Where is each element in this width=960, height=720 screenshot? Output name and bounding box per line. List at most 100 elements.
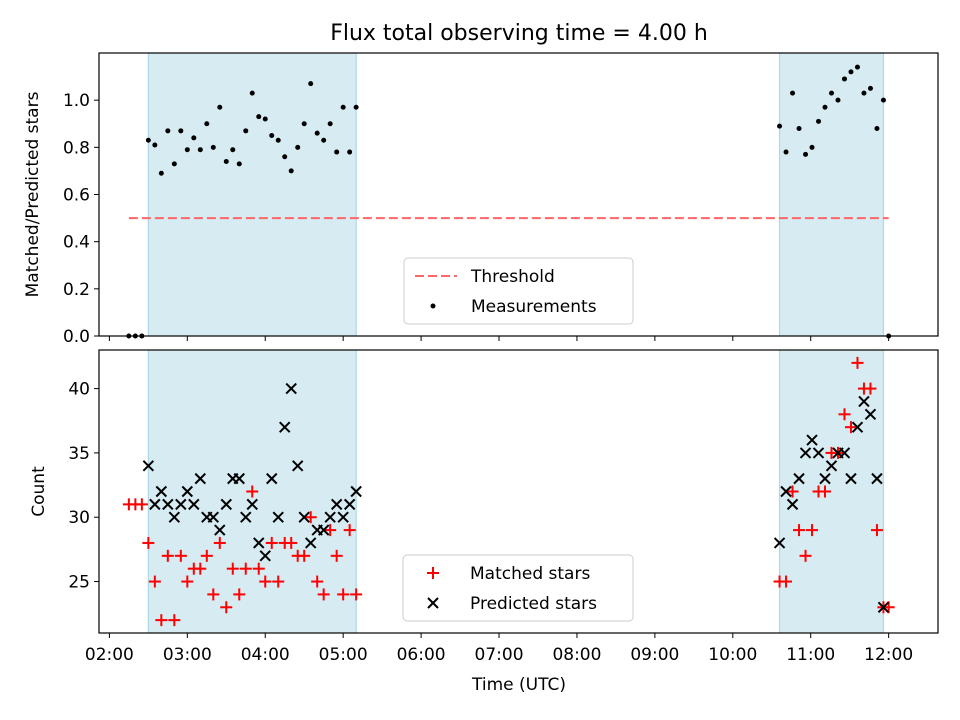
measurement-point	[347, 149, 353, 155]
measurement-point	[184, 147, 190, 153]
measurement-point	[197, 147, 203, 153]
predicted-star-point	[793, 472, 805, 485]
measurement-point	[861, 90, 867, 96]
measurement-point	[314, 130, 320, 136]
matched-star-point	[324, 524, 337, 537]
measurement-point	[809, 144, 815, 150]
predicted-star-point	[259, 550, 271, 562]
measurement-point	[249, 90, 255, 96]
matched-star-point	[864, 382, 877, 395]
legend-matched-label: Matched stars	[470, 564, 590, 584]
x-tick-label: 02:00	[85, 645, 134, 665]
matched-star-point	[226, 562, 239, 575]
predicted-star-point	[877, 601, 890, 613]
matched-star-point	[200, 549, 213, 562]
measurement-point	[340, 104, 346, 110]
matched-star-point	[806, 524, 819, 537]
matched-star-point	[168, 614, 181, 627]
matched-star-point	[148, 575, 161, 588]
measurement-point	[223, 158, 229, 164]
predicted-star-point	[246, 498, 258, 511]
top-shaded-bands	[147, 53, 885, 336]
matched-star-point	[207, 588, 220, 601]
matched-star-point	[851, 356, 864, 369]
legend-matched-swatch	[427, 567, 439, 579]
x-tick-label: 06:00	[397, 645, 446, 665]
predicted-star-point	[343, 498, 356, 511]
predicted-star-point	[142, 460, 155, 472]
matched-star-point	[272, 575, 285, 588]
bottom-ylabel: Count	[29, 466, 49, 517]
predicted-star-point	[786, 498, 799, 511]
matched-star-point	[174, 549, 187, 562]
predicted-star-point	[266, 472, 278, 485]
x-tick-label: 08:00	[552, 645, 601, 665]
matched-star-point	[285, 536, 298, 549]
matched-star-point	[330, 549, 343, 562]
measurement-point	[152, 142, 158, 148]
measurement-point	[783, 149, 789, 155]
matched-star-point	[870, 524, 883, 537]
measurement-point	[334, 149, 340, 155]
matched-star-point	[838, 408, 851, 421]
measurement-point	[171, 161, 177, 167]
measurement-point	[256, 114, 262, 120]
x-axis-label: Time (UTC)	[471, 675, 566, 695]
predicted-star-point	[207, 511, 219, 523]
y-tick-label: 40	[68, 380, 90, 400]
predicted-star-point	[149, 498, 161, 511]
predicted-star-point	[825, 460, 838, 472]
measurement-point	[816, 118, 822, 124]
x-tick-label: 04:00	[241, 645, 290, 665]
measurement-point	[841, 76, 847, 82]
measurement-point	[288, 168, 294, 174]
measurement-point	[282, 154, 288, 160]
predicted-star-point	[181, 485, 194, 498]
predicted-star-point	[220, 498, 232, 511]
predicted-stars-points	[142, 382, 890, 613]
bottom-y-ticks: 25 30 35 40	[68, 380, 99, 593]
bottom-x-ticks: 02:00 03:00 04:00 05:00 06:00 07:00 08:00 09:00…	[85, 633, 913, 665]
measurement-point	[880, 97, 886, 103]
predicted-star-point	[253, 537, 265, 549]
measurement-point	[158, 170, 164, 176]
matched-star-point	[317, 588, 330, 601]
legend-predicted-swatch	[427, 597, 439, 609]
predicted-star-point	[272, 511, 284, 523]
measurement-point	[796, 125, 802, 131]
matched-star-point	[161, 549, 174, 562]
predicted-star-point	[845, 472, 857, 485]
predicted-star-point	[337, 511, 349, 523]
matched-star-point	[793, 524, 806, 537]
legend-measurements-swatch	[430, 303, 436, 309]
measurement-point	[210, 144, 216, 150]
measurement-point	[217, 104, 223, 110]
predicted-star-point	[304, 537, 317, 549]
x-tick-label: 09:00	[630, 645, 679, 665]
y-tick-label: 0.8	[63, 138, 90, 158]
matched-star-point	[142, 536, 155, 549]
predicted-star-point	[162, 498, 174, 511]
y-tick-label: 25	[68, 573, 90, 593]
y-tick-label: 30	[68, 508, 90, 528]
predicted-star-point	[812, 447, 825, 459]
measurement-points	[126, 64, 892, 339]
measurement-point	[236, 161, 242, 167]
measurement-point	[275, 137, 281, 143]
bottom-legend-box	[402, 554, 634, 622]
matched-star-point	[343, 524, 356, 537]
measurement-point	[353, 104, 359, 110]
measurement-point	[803, 151, 809, 157]
y-tick-label: 0.2	[63, 280, 90, 300]
matched-star-point	[819, 485, 832, 498]
matched-star-point	[786, 485, 799, 498]
measurement-point	[262, 116, 268, 122]
predicted-star-point	[330, 498, 343, 511]
x-tick-label: 11:00	[786, 645, 835, 665]
x-tick-label: 12:00	[864, 645, 913, 665]
matched-star-point	[259, 575, 272, 588]
matched-star-point	[213, 536, 226, 549]
matched-star-point	[220, 601, 233, 614]
